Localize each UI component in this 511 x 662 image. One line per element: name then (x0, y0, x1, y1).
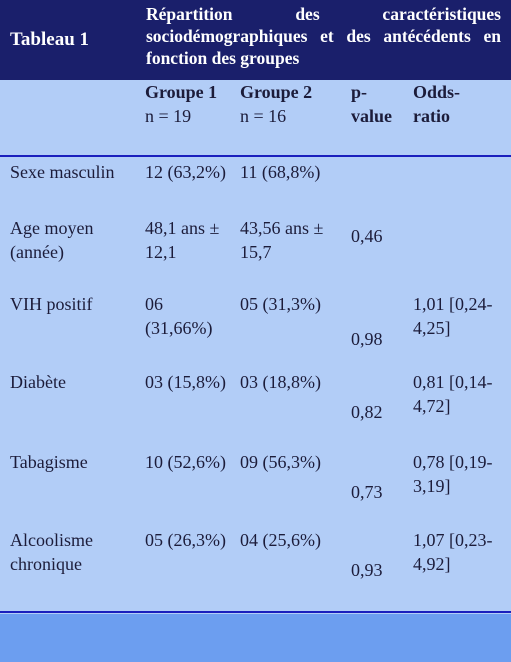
group1-value: 12 (63,2%) (145, 162, 226, 182)
group2-value: 43,56 ans ± 15,7 (240, 218, 324, 262)
group1-value: 06 (31,66%) (145, 294, 213, 338)
group2-value: 09 (56,3%) (240, 452, 321, 472)
oddsratio: 1,01 [0,24-4,25] (413, 294, 493, 338)
row-label: Diabète (10, 372, 66, 392)
col-group1: Groupe 1 n = 19 (145, 80, 230, 128)
oddsratio: 0,81 [0,14-4,72] (413, 372, 493, 416)
col-pvalue: p-value (351, 82, 393, 126)
col-oddsratio: Odds-ratio (413, 82, 461, 126)
group1-value: 10 (52,6%) (145, 452, 226, 472)
group1-value: 05 (26,3%) (145, 530, 226, 550)
table-label: Tableau 1 (0, 0, 134, 80)
group2-value: 04 (25,6%) (240, 530, 321, 550)
pvalue: 0,82 (351, 402, 383, 422)
header-rule (0, 155, 511, 157)
bottom-rule (0, 611, 511, 613)
col-group2-n: n = 16 (240, 106, 287, 126)
pvalue: 0,46 (351, 226, 383, 246)
group2-value: 03 (18,8%) (240, 372, 321, 392)
oddsratio: 1,07 [0,23-4,92] (413, 530, 493, 574)
row-label: Alcoolisme chronique (10, 530, 93, 574)
group2-value: 11 (68,8%) (240, 162, 321, 182)
group1-value: 48,1 ans ± 12,1 (145, 218, 220, 262)
group1-value: 03 (15,8%) (145, 372, 226, 392)
table-header: Tableau 1 Répartition des caractéristiqu… (0, 0, 511, 80)
row-label: VIH positif (10, 294, 93, 314)
col-group2: Groupe 2 n = 16 (240, 80, 340, 128)
footer-band (0, 614, 511, 662)
group2-value: 05 (31,3%) (240, 294, 321, 314)
row-label: Age moyen (année) (10, 218, 94, 262)
col-group2-name: Groupe 2 (240, 82, 313, 102)
pvalue: 0,98 (351, 329, 383, 349)
pvalue: 0,93 (351, 560, 383, 580)
row-label: Sexe masculin (10, 162, 115, 182)
oddsratio: 0,78 [0,19-3,19] (413, 452, 493, 496)
column-headers: Groupe 1 n = 19 Groupe 2 n = 16 p-value … (0, 80, 511, 154)
row-label: Tabagisme (10, 452, 88, 472)
table-title: Répartition des caractéristiques sociodé… (134, 0, 511, 80)
col-group1-name: Groupe 1 (145, 82, 218, 102)
pvalue: 0,73 (351, 482, 383, 502)
col-group1-n: n = 19 (145, 106, 192, 126)
